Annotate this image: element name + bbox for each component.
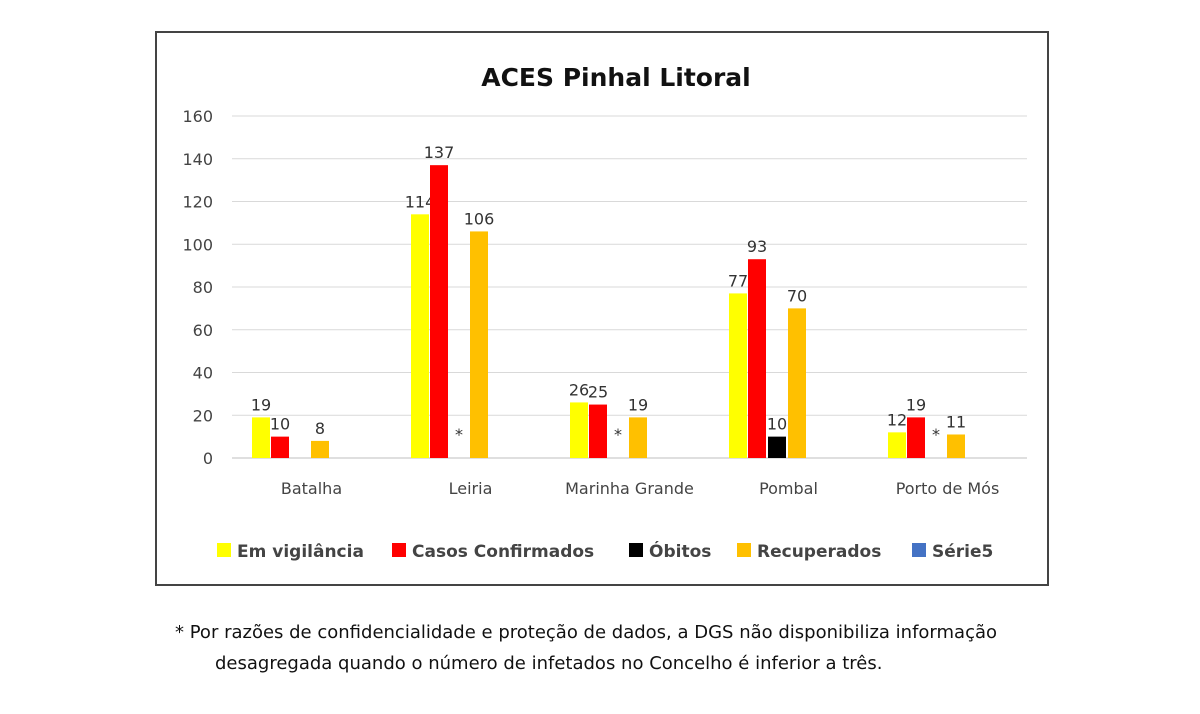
y-tick-label: 160 (182, 107, 213, 126)
legend-swatch (217, 543, 231, 557)
chart-frame: ACES Pinhal Litoral 0 20 40 60 80 100 120 140 160… (155, 31, 1049, 586)
legend-label: Em vigilância (237, 542, 364, 562)
data-label: 77 (728, 271, 748, 290)
y-tick-label: 20 (193, 406, 213, 425)
bar (411, 214, 429, 458)
legend-label: Série5 (932, 542, 993, 562)
x-tick-label: Porto de Mós (896, 479, 1000, 498)
y-tick-label: 120 (182, 193, 213, 212)
footnote-line-2: desagregada quando o número de infetados… (215, 653, 883, 674)
data-label: 26 (569, 380, 589, 399)
data-label: 19 (628, 395, 648, 414)
bar (570, 402, 588, 458)
legend-label: Casos Confirmados (412, 542, 594, 562)
data-label: * (932, 425, 940, 444)
y-tick-label: 100 (182, 235, 213, 254)
data-label: 11 (946, 412, 966, 431)
bar (788, 308, 806, 458)
bar (729, 293, 747, 458)
y-tick-label: 0 (203, 449, 213, 468)
data-label: 106 (464, 209, 495, 228)
data-label: * (455, 425, 463, 444)
data-label: * (614, 425, 622, 444)
bar (252, 417, 270, 458)
bar (271, 436, 289, 458)
x-tick-label: Leiria (449, 479, 493, 498)
data-label: 10 (767, 415, 787, 434)
y-tick-label: 40 (193, 364, 213, 383)
data-label: 10 (270, 415, 290, 434)
legend-swatch (392, 543, 406, 557)
legend-label: Óbitos (649, 540, 711, 562)
data-label: 70 (787, 286, 807, 305)
bar (629, 417, 647, 458)
legend-swatch (737, 543, 751, 557)
bar (470, 231, 488, 458)
chart-title: ACES Pinhal Litoral (481, 63, 751, 92)
x-tick-label: Marinha Grande (565, 479, 694, 498)
y-tick-label: 80 (193, 278, 213, 297)
bar (430, 165, 448, 458)
y-tick-label: 140 (182, 150, 213, 169)
bar (311, 440, 329, 458)
bar (947, 434, 965, 458)
data-label: 93 (747, 237, 767, 256)
footnote-line-1: * Por razões de confidencialidade e prot… (175, 622, 998, 643)
data-label: 8 (315, 419, 325, 438)
data-label: 19 (251, 395, 271, 414)
bar (907, 417, 925, 458)
legend-swatch (629, 543, 643, 557)
bar (589, 404, 607, 458)
data-label: 19 (906, 395, 926, 414)
x-tick-label: Batalha (281, 479, 342, 498)
bar (748, 259, 766, 458)
data-label: 25 (588, 383, 608, 402)
x-tick-label: Pombal (759, 479, 818, 498)
legend-label: Recuperados (757, 542, 881, 562)
bar-chart: ACES Pinhal Litoral 0 20 40 60 80 100 120 140 160… (182, 63, 1027, 562)
data-label: 12 (887, 410, 907, 429)
bar (888, 432, 906, 458)
data-label: 114 (405, 192, 436, 211)
legend-swatch (912, 543, 926, 557)
bar (768, 436, 786, 458)
y-tick-label: 60 (193, 321, 213, 340)
data-label: 137 (424, 143, 455, 162)
